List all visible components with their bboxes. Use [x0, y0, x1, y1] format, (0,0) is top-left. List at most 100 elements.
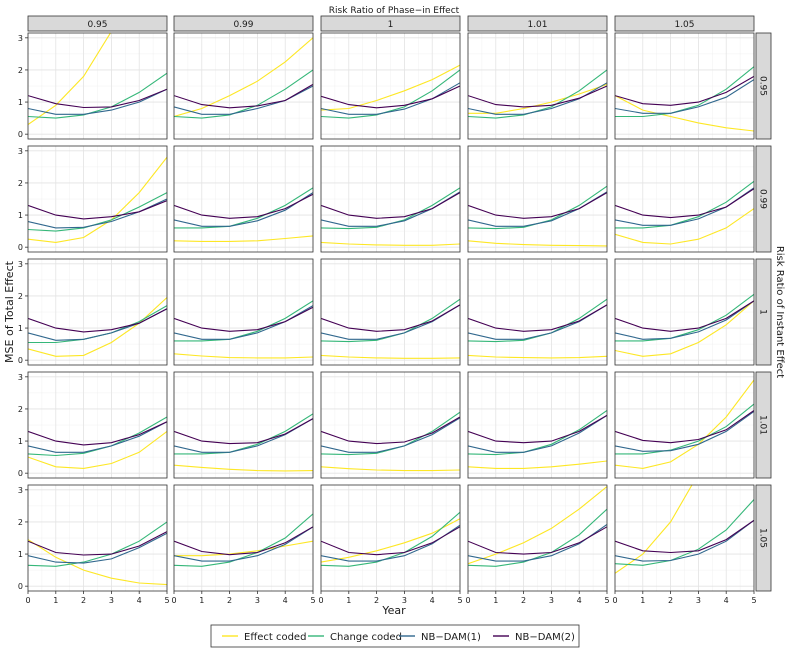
y-tick-label: 2: [18, 518, 23, 527]
x-tick-label: 1: [199, 596, 204, 605]
row-strip-label: 1.01: [758, 415, 768, 435]
facet-panel: 0 1 2 3: [18, 32, 168, 140]
legend-item: Change coded: [308, 632, 402, 643]
y-axis-title: MSE of Total Effect: [3, 260, 16, 363]
y-tick-label: 1: [18, 211, 23, 220]
series-line: [174, 192, 313, 227]
series-line: [28, 421, 167, 453]
series-line: [468, 526, 607, 555]
x-tick-label: 1: [640, 596, 645, 605]
panel-border: [27, 371, 168, 479]
series-line: [615, 410, 754, 444]
series-line: [174, 83, 313, 109]
y-tick-label: 2: [18, 405, 23, 414]
row-strip-label: 0.95: [758, 76, 768, 96]
panel-border: [27, 32, 168, 140]
facet-panel: [614, 258, 755, 366]
top-facet-title: Risk Ratio of Phase−in Effect: [329, 6, 460, 16]
x-tick-label: 2: [521, 596, 526, 605]
facet-panel: 0 1 2 3: [18, 371, 168, 479]
panel-border: [614, 258, 755, 366]
series-line: [174, 193, 313, 219]
panel-series: [321, 411, 460, 472]
panel-border: [173, 258, 314, 366]
panel-grid: [173, 146, 314, 252]
series-line: [174, 418, 313, 445]
series-line: [28, 156, 167, 243]
y-tick-label: 0: [18, 243, 23, 252]
series-line: [174, 513, 313, 567]
series-line: [321, 304, 460, 332]
x-axis-title: Year: [381, 604, 406, 617]
facet-panel: 0 1 2 3 4 5: [465, 484, 610, 605]
series-line: [615, 519, 754, 554]
row-strip: 0.99: [755, 145, 772, 253]
panel-series: [615, 485, 754, 574]
panel-border: [27, 258, 168, 366]
panel-series: [174, 37, 313, 119]
facet-panel: [320, 32, 461, 140]
panel-border: [467, 258, 608, 366]
y-tick-label: 1: [18, 98, 23, 107]
panel-border: [614, 32, 755, 140]
panel-series: [28, 416, 167, 469]
series-line: [615, 95, 754, 132]
panel-series: [468, 486, 607, 567]
series-line: [28, 430, 167, 469]
row-strip-box: [755, 258, 772, 366]
panel-border: [173, 145, 314, 253]
series-line: [321, 192, 460, 219]
series-line: [28, 200, 167, 220]
series-line: [468, 85, 607, 108]
facet-panel: [320, 371, 461, 479]
series-line: [615, 411, 754, 452]
series-line: [28, 72, 167, 119]
series-line: [174, 300, 313, 342]
facet-panel: [320, 145, 461, 253]
legend-label: Change coded: [330, 632, 402, 643]
series-line: [174, 526, 313, 562]
x-tick-label: 2: [227, 596, 232, 605]
facet-panel: [467, 371, 608, 479]
facet-panel: [173, 258, 314, 366]
x-tick-label: 4: [430, 596, 435, 605]
series-line: [615, 300, 754, 332]
series-line: [321, 416, 460, 445]
x-tick-label: 2: [374, 596, 379, 605]
series-line: [174, 187, 313, 229]
facet-panel: [320, 258, 461, 366]
legend-label: NB−DAM(1): [421, 632, 481, 643]
facet-panel: [614, 145, 755, 253]
col-strip-label: 1.01: [527, 20, 547, 30]
y-tick-label: 0: [18, 356, 23, 365]
y-tick-label: 3: [18, 147, 23, 156]
panel-series: [28, 521, 167, 586]
series-line: [174, 526, 313, 556]
series-line: [615, 300, 754, 340]
panel-grid: [173, 372, 314, 478]
series-line: [321, 69, 460, 119]
y-tick-label: 0: [18, 582, 23, 591]
row-strip-box: [755, 145, 772, 253]
series-line: [28, 521, 167, 567]
series-line: [615, 293, 754, 342]
facet-panel: [614, 32, 755, 140]
series-line: [174, 540, 313, 557]
series-line: [321, 511, 460, 567]
x-tick-label: 4: [577, 596, 582, 605]
col-strip: 1.01: [467, 15, 608, 32]
col-strip: 1.05: [614, 15, 755, 32]
facet-panel: 0 1 2 3 4 5: [171, 484, 316, 605]
panel-border: [320, 371, 461, 479]
legend-item: Effect coded: [222, 632, 306, 643]
series-line: [28, 531, 167, 556]
series-line: [615, 379, 754, 469]
series-line: [174, 235, 313, 242]
panel-series: [468, 298, 607, 359]
row-strip-label: 1: [758, 309, 768, 315]
series-line: [468, 414, 607, 453]
facet-panel: [173, 145, 314, 253]
series-line: [615, 499, 754, 566]
col-strip: 0.95: [27, 15, 168, 32]
col-strip-box: [27, 15, 168, 32]
